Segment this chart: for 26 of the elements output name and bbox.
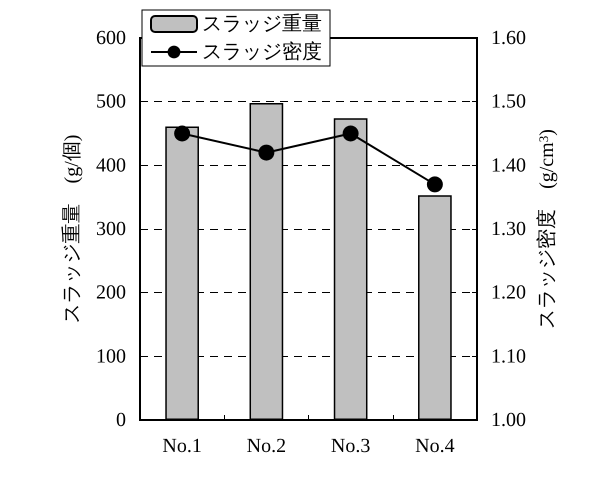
y-tick-label: 300: [96, 218, 126, 240]
x-tick-label: No.4: [415, 435, 455, 457]
legend-label: スラッジ重量: [202, 13, 322, 35]
y-tick-label: 600: [96, 27, 126, 49]
y-tick-label: 0: [116, 409, 126, 431]
y2-tick-label: 1.20: [491, 282, 526, 304]
y-tick-label: 200: [96, 282, 126, 304]
x-tick-label: No.2: [246, 435, 286, 457]
point: [258, 144, 274, 161]
legend-label: スラッジ密度: [202, 41, 322, 63]
x-tick-label: No.1: [162, 435, 202, 457]
x-tick-label: No.3: [330, 435, 370, 457]
y2-tick-label: 1.60: [491, 27, 526, 49]
y2-tick-label: 1.10: [491, 345, 526, 368]
y2-tick-label: 1.50: [491, 90, 526, 113]
y2-axis-title: スラッジ密度 (g/cm3): [536, 129, 558, 329]
y-tick-label: 100: [96, 345, 126, 368]
y-axis-title: スラッジ重量 (g/個): [61, 134, 83, 324]
y2-tick-label: 1.40: [491, 154, 526, 176]
y-tick-label: 500: [96, 90, 126, 113]
y2-tick-label: 1.30: [491, 218, 526, 240]
point: [174, 126, 190, 142]
point: [342, 126, 359, 142]
y-tick-label: 400: [96, 154, 126, 176]
y2-tick-label: 1.00: [491, 409, 526, 431]
point: [426, 176, 443, 192]
